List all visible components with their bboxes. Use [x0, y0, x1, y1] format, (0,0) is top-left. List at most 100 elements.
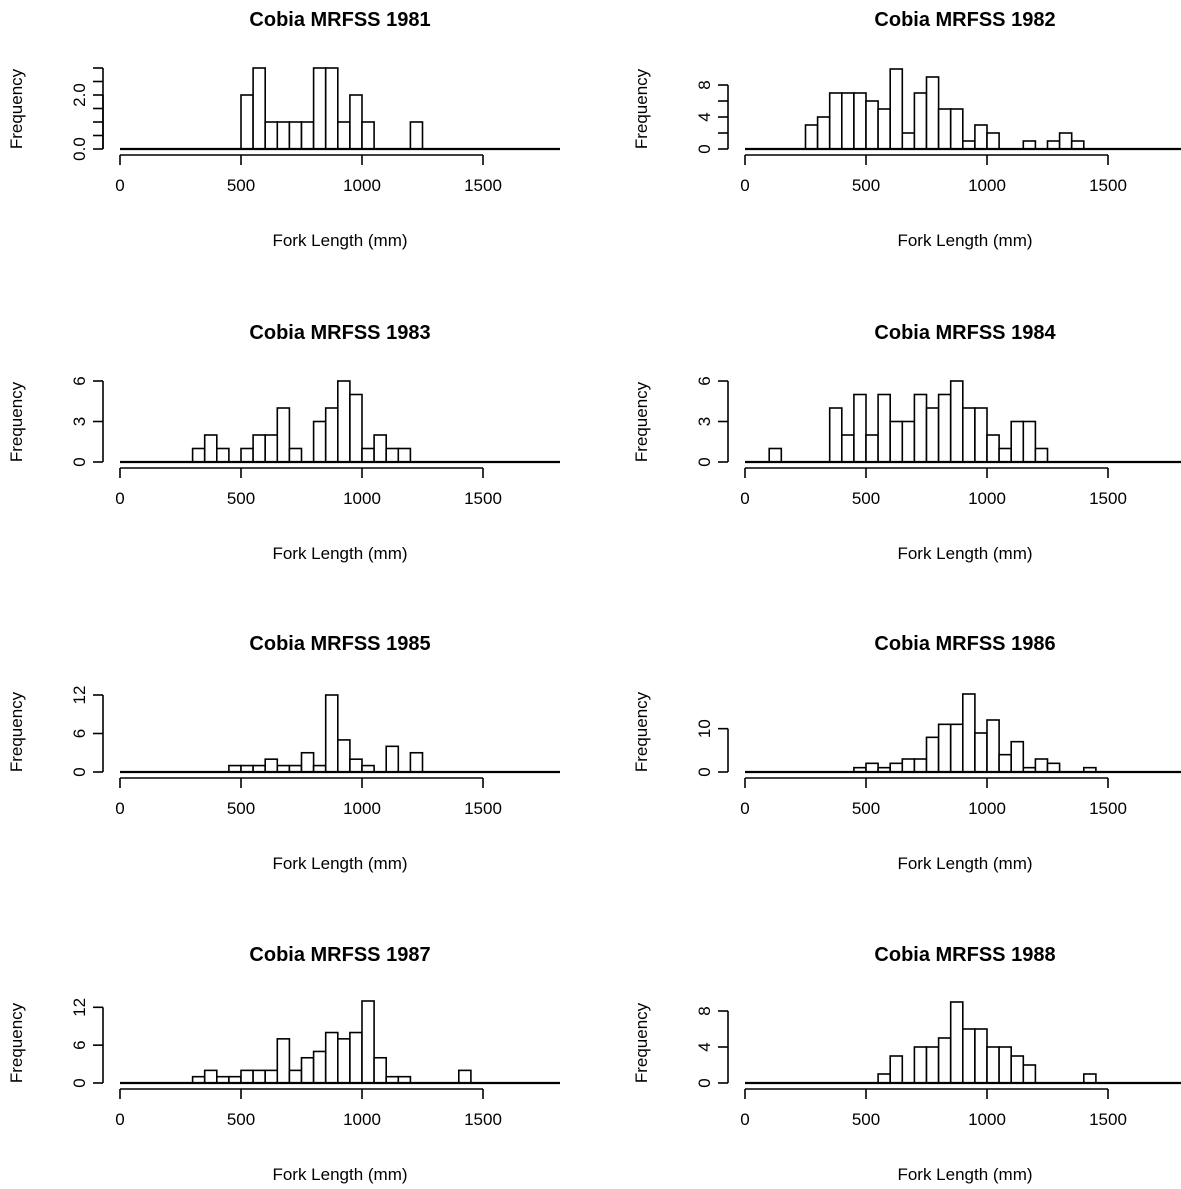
histogram-bar — [350, 1033, 362, 1083]
histogram-bar — [326, 1033, 338, 1083]
y-tick-label: 3 — [70, 417, 89, 426]
histogram-bar — [302, 753, 314, 772]
x-tick-label: 1500 — [464, 799, 502, 818]
histogram-bar — [314, 422, 326, 463]
x-tick-label: 500 — [227, 1110, 255, 1129]
x-tick-label: 1000 — [343, 489, 381, 508]
histogram-bar — [253, 68, 265, 149]
x-tick-label: 1000 — [968, 1110, 1006, 1129]
histogram-bar — [878, 109, 890, 149]
histogram-bar — [459, 1070, 471, 1083]
y-tick-label: 6 — [70, 376, 89, 385]
y-axis-label: Frequency — [632, 68, 651, 149]
histogram-bar — [338, 740, 350, 772]
histogram-bar — [769, 449, 781, 463]
histogram-bar — [350, 95, 362, 149]
panel-title: Cobia MRFSS 1988 — [874, 944, 1055, 966]
y-tick-label: 6 — [695, 376, 714, 385]
x-tick-label: 500 — [227, 489, 255, 508]
histogram-bar — [866, 435, 878, 462]
histogram-bar — [253, 1070, 265, 1083]
histogram-panel: Cobia MRFSS 1981 0 500 1000 1500 Fork Length … — [7, 9, 560, 250]
histogram-bar — [927, 737, 939, 772]
histogram-bar — [1035, 759, 1047, 772]
histogram-bar — [963, 408, 975, 462]
histogram-panel: Cobia MRFSS 1986 0 500 1000 1500 Fork Length … — [632, 633, 1181, 873]
histogram-bar — [241, 1070, 253, 1083]
x-axis-label: Fork Length (mm) — [897, 544, 1032, 563]
x-tick-label: 0 — [740, 1110, 749, 1129]
histogram-bar — [277, 408, 289, 462]
histogram-bar — [1060, 133, 1072, 149]
y-tick-label: 0 — [70, 767, 89, 776]
histogram-bar — [350, 759, 362, 772]
x-tick-label: 1000 — [968, 176, 1006, 195]
histogram-bar — [241, 449, 253, 463]
histogram-panel: Cobia MRFSS 1982 0 500 1000 1500 Fork Length … — [632, 9, 1181, 250]
histogram-bar — [193, 449, 205, 463]
y-axis-label: Frequency — [7, 381, 26, 462]
histogram-bar — [951, 381, 963, 462]
histogram-bar — [939, 395, 951, 463]
x-tick-label: 1000 — [343, 176, 381, 195]
histogram-panel: Cobia MRFSS 1983 0 500 1000 1500 Fork Length … — [7, 322, 560, 563]
x-tick-label: 500 — [852, 1110, 880, 1129]
histogram-bar — [854, 395, 866, 463]
histogram-bar — [1035, 449, 1047, 463]
histogram-bar — [951, 724, 963, 772]
histogram-bar — [854, 93, 866, 149]
histogram-bar — [866, 763, 878, 772]
histogram-bar — [314, 68, 326, 149]
histogram-bar — [902, 422, 914, 463]
histogram-bar — [890, 1056, 902, 1083]
panel-title: Cobia MRFSS 1982 — [874, 9, 1055, 31]
y-tick-label: 10 — [695, 719, 714, 738]
x-tick-label: 1500 — [1089, 489, 1127, 508]
histogram-bar — [975, 125, 987, 149]
histogram-panel: Cobia MRFSS 1987 0 500 1000 1500 Fork Length … — [7, 944, 560, 1184]
x-axis-label: Fork Length (mm) — [897, 854, 1032, 873]
histogram-bar — [265, 759, 277, 772]
y-tick-label: 8 — [695, 80, 714, 89]
histogram-bar — [890, 763, 902, 772]
histogram-bar — [975, 408, 987, 462]
histogram-bar — [350, 395, 362, 463]
histogram-bar — [1023, 1065, 1035, 1083]
histogram-bar — [939, 1038, 951, 1083]
x-tick-label: 0 — [740, 489, 749, 508]
histogram-bar — [1072, 141, 1084, 149]
x-tick-label: 0 — [740, 176, 749, 195]
panel-title: Cobia MRFSS 1985 — [249, 633, 430, 655]
panel-title: Cobia MRFSS 1987 — [249, 944, 430, 966]
histogram-bar — [1084, 1074, 1096, 1083]
histogram-bar — [265, 1070, 277, 1083]
histogram-bar — [277, 1039, 289, 1083]
y-axis-label: Frequency — [632, 381, 651, 462]
histogram-bar — [386, 449, 398, 463]
histogram-bar — [1011, 1056, 1023, 1083]
x-tick-label: 1000 — [343, 799, 381, 818]
y-tick-label: 0 — [70, 457, 89, 466]
x-tick-label: 1500 — [1089, 176, 1127, 195]
histogram-bar — [1011, 742, 1023, 772]
histogram-bar — [326, 695, 338, 772]
histogram-bar — [842, 93, 854, 149]
histogram-bar — [289, 1070, 301, 1083]
histogram-bar — [914, 1047, 926, 1083]
histogram-bar — [902, 133, 914, 149]
histogram-bar — [253, 435, 265, 462]
histogram-bar — [987, 435, 999, 462]
y-tick-label: 0 — [695, 1078, 714, 1087]
histogram-bar — [806, 125, 818, 149]
histogram-bar — [1023, 141, 1035, 149]
histogram-bar — [890, 69, 902, 149]
histogram-bar — [338, 381, 350, 462]
histogram-bar — [987, 133, 999, 149]
histogram-bar — [914, 759, 926, 772]
y-axis-label: Frequency — [632, 1002, 651, 1083]
histogram-bar — [842, 435, 854, 462]
y-tick-label: 0.0 — [70, 137, 89, 161]
histogram-bar — [289, 122, 301, 149]
histogram-bar — [999, 755, 1011, 772]
histogram-bar — [217, 449, 229, 463]
